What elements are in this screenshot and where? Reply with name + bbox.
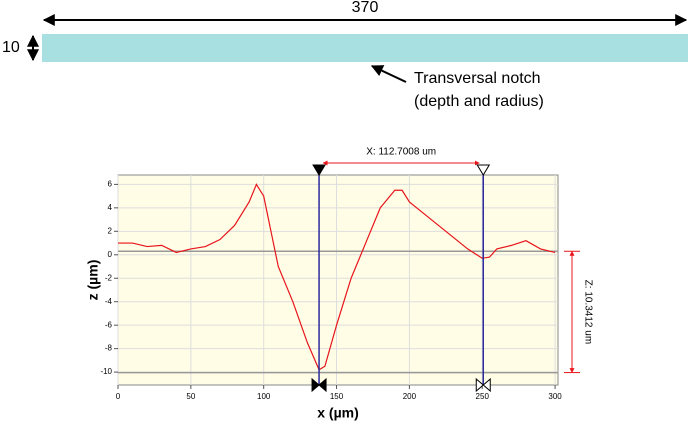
notch-label: Transversal notch — [414, 70, 541, 87]
cursor-marker — [475, 377, 491, 393]
y-tick-label: 6 — [108, 179, 113, 188]
cursor-marker — [311, 377, 327, 393]
x-tick-label: 150 — [330, 392, 344, 401]
y-tick-label: 2 — [108, 226, 113, 235]
cursor-marker — [476, 164, 491, 176]
y-tick-label: -10 — [100, 367, 112, 376]
y-axis-label: z (µm) — [85, 260, 101, 301]
y-tick-label: 0 — [108, 250, 113, 259]
x-tick-label: 100 — [257, 392, 271, 401]
x-annotation: X: 112.7008 um — [366, 147, 436, 158]
x-tick-label: 0 — [116, 392, 121, 401]
x-tick-label: 300 — [548, 392, 562, 401]
notch-label: (depth and radius) — [414, 93, 544, 110]
y-tick-label: -2 — [105, 273, 113, 282]
y-tick-label: 4 — [108, 203, 113, 212]
x-tick-label: 50 — [186, 392, 195, 401]
length-label: 370 — [352, 0, 379, 16]
plot-area — [117, 174, 559, 386]
z-annotation: Z: 10.3412 um — [582, 280, 593, 344]
cursor-marker — [312, 164, 326, 176]
y-tick-label: -4 — [105, 297, 113, 306]
beam — [42, 34, 688, 62]
y-tick-label: -8 — [105, 344, 113, 353]
x-tick-label: 250 — [476, 392, 490, 401]
x-axis-label: x (µm) — [317, 405, 359, 421]
y-tick-label: -6 — [105, 320, 113, 329]
notch-arrow — [370, 65, 407, 83]
x-tick-label: 200 — [403, 392, 417, 401]
height-label: 10 — [2, 39, 20, 56]
